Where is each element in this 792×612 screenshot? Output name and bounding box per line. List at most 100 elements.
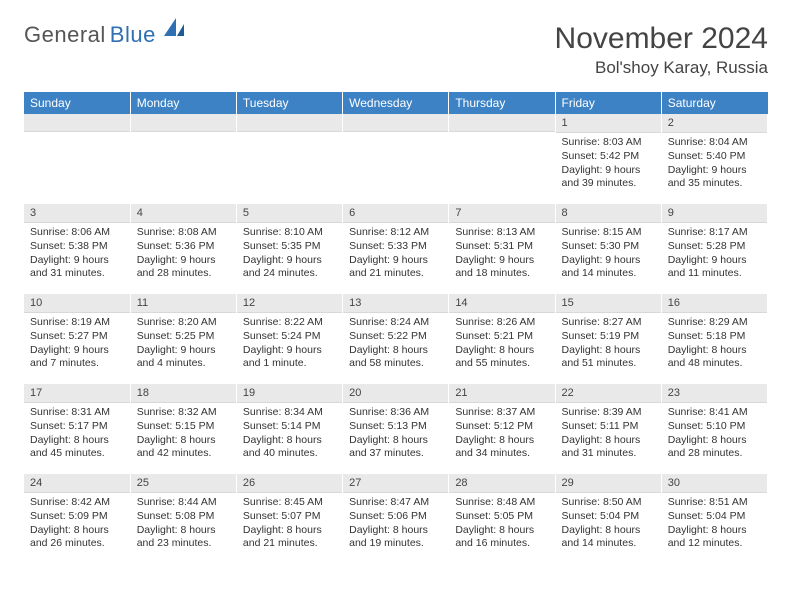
day-number: 3: [24, 204, 130, 223]
weekday-header: Wednesday: [343, 92, 449, 114]
calendar-week-row: 17Sunrise: 8:31 AMSunset: 5:17 PMDayligh…: [24, 384, 768, 474]
day-content: Sunrise: 8:13 AMSunset: 5:31 PMDaylight:…: [449, 223, 554, 285]
day-line: Daylight: 9 hours and 39 minutes.: [562, 164, 655, 191]
weekday-header: Saturday: [661, 92, 767, 114]
day-line: Sunrise: 8:44 AM: [137, 496, 230, 510]
day-line: Sunrise: 8:20 AM: [137, 316, 230, 330]
day-line: Sunset: 5:33 PM: [349, 240, 442, 254]
weekday-header: Sunday: [24, 92, 130, 114]
day-line: Daylight: 9 hours and 4 minutes.: [137, 344, 230, 371]
calendar-day-cell: 16Sunrise: 8:29 AMSunset: 5:18 PMDayligh…: [661, 294, 767, 384]
day-line: Sunset: 5:42 PM: [562, 150, 655, 164]
day-line: Sunset: 5:31 PM: [455, 240, 548, 254]
day-content: Sunrise: 8:50 AMSunset: 5:04 PMDaylight:…: [556, 493, 661, 555]
day-line: Sunset: 5:15 PM: [137, 420, 230, 434]
day-number: 10: [24, 294, 130, 313]
day-line: Daylight: 8 hours and 12 minutes.: [668, 524, 761, 551]
day-content: Sunrise: 8:29 AMSunset: 5:18 PMDaylight:…: [662, 313, 767, 375]
day-number: 2: [662, 114, 767, 133]
day-number: [449, 114, 554, 132]
day-content: Sunrise: 8:31 AMSunset: 5:17 PMDaylight:…: [24, 403, 130, 465]
day-content: Sunrise: 8:19 AMSunset: 5:27 PMDaylight:…: [24, 313, 130, 375]
day-content: Sunrise: 8:47 AMSunset: 5:06 PMDaylight:…: [343, 493, 448, 555]
calendar-day-cell: 7Sunrise: 8:13 AMSunset: 5:31 PMDaylight…: [449, 204, 555, 294]
day-number: 20: [343, 384, 448, 403]
day-content: Sunrise: 8:45 AMSunset: 5:07 PMDaylight:…: [237, 493, 342, 555]
calendar-day-cell: 2Sunrise: 8:04 AMSunset: 5:40 PMDaylight…: [661, 114, 767, 204]
day-line: Sunrise: 8:31 AM: [30, 406, 124, 420]
day-content: Sunrise: 8:06 AMSunset: 5:38 PMDaylight:…: [24, 223, 130, 285]
day-line: Sunrise: 8:39 AM: [562, 406, 655, 420]
day-line: Sunrise: 8:45 AM: [243, 496, 336, 510]
day-content: Sunrise: 8:42 AMSunset: 5:09 PMDaylight:…: [24, 493, 130, 555]
day-line: Sunset: 5:14 PM: [243, 420, 336, 434]
calendar-day-cell: 29Sunrise: 8:50 AMSunset: 5:04 PMDayligh…: [555, 474, 661, 564]
sail-icon: [162, 16, 188, 43]
day-line: Daylight: 9 hours and 21 minutes.: [349, 254, 442, 281]
day-number: 21: [449, 384, 554, 403]
day-line: Sunset: 5:05 PM: [455, 510, 548, 524]
day-line: Sunset: 5:07 PM: [243, 510, 336, 524]
calendar-day-cell: 24Sunrise: 8:42 AMSunset: 5:09 PMDayligh…: [24, 474, 130, 564]
day-number: [24, 114, 130, 132]
day-number: [343, 114, 448, 132]
day-line: Sunset: 5:13 PM: [349, 420, 442, 434]
day-content: Sunrise: 8:08 AMSunset: 5:36 PMDaylight:…: [131, 223, 236, 285]
day-line: Sunset: 5:10 PM: [668, 420, 761, 434]
day-line: Sunset: 5:25 PM: [137, 330, 230, 344]
calendar-day-cell: 10Sunrise: 8:19 AMSunset: 5:27 PMDayligh…: [24, 294, 130, 384]
weekday-header: Tuesday: [236, 92, 342, 114]
day-line: Sunset: 5:04 PM: [668, 510, 761, 524]
day-content: Sunrise: 8:32 AMSunset: 5:15 PMDaylight:…: [131, 403, 236, 465]
day-number: 12: [237, 294, 342, 313]
day-line: Daylight: 8 hours and 26 minutes.: [30, 524, 124, 551]
day-line: Sunset: 5:21 PM: [455, 330, 548, 344]
day-line: Sunrise: 8:48 AM: [455, 496, 548, 510]
calendar-day-cell: 21Sunrise: 8:37 AMSunset: 5:12 PMDayligh…: [449, 384, 555, 474]
day-line: Sunset: 5:27 PM: [30, 330, 124, 344]
day-line: Sunrise: 8:42 AM: [30, 496, 124, 510]
day-line: Sunrise: 8:34 AM: [243, 406, 336, 420]
day-line: Sunset: 5:18 PM: [668, 330, 761, 344]
day-line: Daylight: 9 hours and 28 minutes.: [137, 254, 230, 281]
day-number: 28: [449, 474, 554, 493]
day-number: 29: [556, 474, 661, 493]
weekday-header: Monday: [130, 92, 236, 114]
day-line: Sunrise: 8:27 AM: [562, 316, 655, 330]
calendar-day-cell: 9Sunrise: 8:17 AMSunset: 5:28 PMDaylight…: [661, 204, 767, 294]
day-line: Daylight: 8 hours and 40 minutes.: [243, 434, 336, 461]
day-content: Sunrise: 8:10 AMSunset: 5:35 PMDaylight:…: [237, 223, 342, 285]
day-line: Daylight: 9 hours and 11 minutes.: [668, 254, 761, 281]
logo-text-general: General: [24, 22, 106, 48]
day-content: Sunrise: 8:51 AMSunset: 5:04 PMDaylight:…: [662, 493, 767, 555]
calendar-day-cell: 8Sunrise: 8:15 AMSunset: 5:30 PMDaylight…: [555, 204, 661, 294]
day-number: 1: [556, 114, 661, 133]
day-line: Sunrise: 8:41 AM: [668, 406, 761, 420]
day-number: 18: [131, 384, 236, 403]
calendar-day-cell: 12Sunrise: 8:22 AMSunset: 5:24 PMDayligh…: [236, 294, 342, 384]
calendar-week-row: 24Sunrise: 8:42 AMSunset: 5:09 PMDayligh…: [24, 474, 768, 564]
calendar-day-cell: 4Sunrise: 8:08 AMSunset: 5:36 PMDaylight…: [130, 204, 236, 294]
header: GeneralBlue November 2024 Bol'shoy Karay…: [24, 22, 768, 78]
day-line: Sunrise: 8:12 AM: [349, 226, 442, 240]
calendar-day-cell: 20Sunrise: 8:36 AMSunset: 5:13 PMDayligh…: [343, 384, 449, 474]
day-number: 5: [237, 204, 342, 223]
calendar-day-cell: [24, 114, 130, 204]
calendar-week-row: 1Sunrise: 8:03 AMSunset: 5:42 PMDaylight…: [24, 114, 768, 204]
day-number: [237, 114, 342, 132]
day-content: Sunrise: 8:20 AMSunset: 5:25 PMDaylight:…: [131, 313, 236, 375]
day-number: 7: [449, 204, 554, 223]
calendar-day-cell: 25Sunrise: 8:44 AMSunset: 5:08 PMDayligh…: [130, 474, 236, 564]
day-line: Sunset: 5:30 PM: [562, 240, 655, 254]
day-number: 4: [131, 204, 236, 223]
day-line: Sunset: 5:04 PM: [562, 510, 655, 524]
day-line: Daylight: 8 hours and 14 minutes.: [562, 524, 655, 551]
day-line: Sunrise: 8:50 AM: [562, 496, 655, 510]
day-number: 27: [343, 474, 448, 493]
day-line: Daylight: 8 hours and 21 minutes.: [243, 524, 336, 551]
day-content: Sunrise: 8:04 AMSunset: 5:40 PMDaylight:…: [662, 133, 767, 195]
calendar-header-row: SundayMondayTuesdayWednesdayThursdayFrid…: [24, 92, 768, 114]
day-number: 30: [662, 474, 767, 493]
day-line: Sunset: 5:11 PM: [562, 420, 655, 434]
day-line: Sunrise: 8:47 AM: [349, 496, 442, 510]
